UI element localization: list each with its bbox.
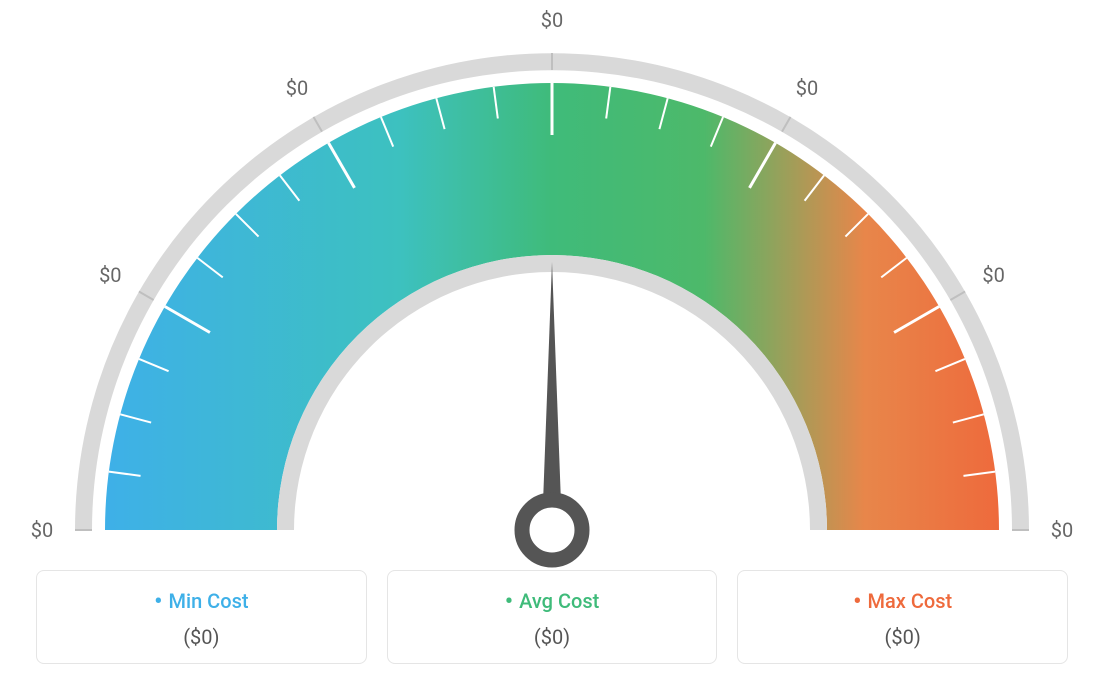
legend-card-avg: Avg Cost ($0) [387,570,718,664]
gauge-tick-label: $0 [982,263,1004,287]
legend-avg-value: ($0) [388,625,717,649]
legend-min-value: ($0) [37,625,366,649]
legend-max-value: ($0) [738,625,1067,649]
legend-card-min: Min Cost ($0) [36,570,367,664]
gauge-tick-label: $0 [541,8,563,32]
gauge-tick-label: $0 [31,518,53,542]
legend-max-label: Max Cost [738,587,1067,615]
legend-avg-label: Avg Cost [388,587,717,615]
gauge-svg [0,0,1104,570]
gauge-tick-label: $0 [1051,518,1073,542]
gauge-chart: $0 $0 $0 $0 $0 $0 $0 [0,0,1104,560]
gauge-tick-label: $0 [286,76,308,100]
legend-row: Min Cost ($0) Avg Cost ($0) Max Cost ($0… [0,570,1104,664]
gauge-tick-label: $0 [796,76,818,100]
gauge-tick-label: $0 [99,263,121,287]
legend-card-max: Max Cost ($0) [737,570,1068,664]
legend-min-label: Min Cost [37,587,366,615]
